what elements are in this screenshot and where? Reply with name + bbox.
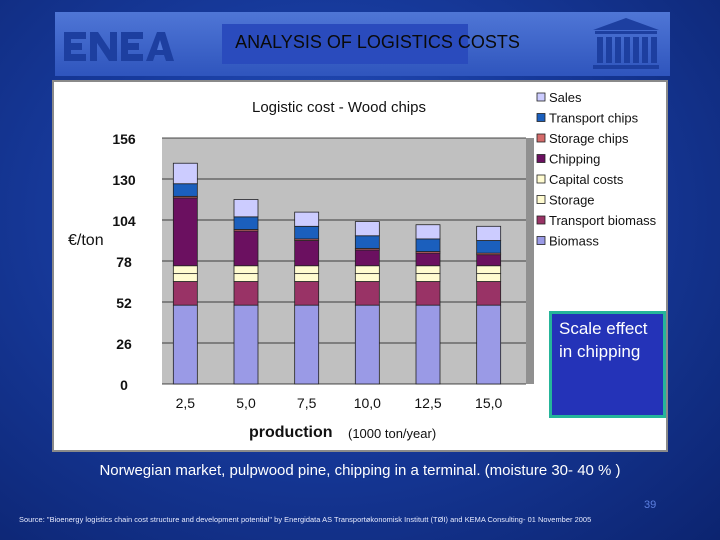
- bar-segment: [172, 273, 198, 282]
- x-tick-label: 10,0: [354, 395, 381, 411]
- bar-segment: [415, 252, 441, 267]
- bar-segment: [476, 265, 502, 275]
- legend-label: Chipping: [549, 152, 600, 167]
- legend-label: Transport biomass: [549, 213, 657, 228]
- legend-swatch: [536, 174, 546, 184]
- y-axis-label: €/ton: [68, 232, 104, 249]
- x-tick-label: 7,5: [297, 395, 317, 411]
- bar-segment: [354, 235, 380, 249]
- legend-swatch: [536, 236, 546, 245]
- bar-segment: [354, 249, 380, 267]
- x-tick-label: 15,0: [475, 395, 502, 411]
- bar-segment: [294, 273, 320, 282]
- legend: Sales Transport chips Storage chips Chippin…: [536, 90, 657, 249]
- bar-segment: [172, 281, 198, 306]
- x-axis-unit: (1000 ton/year): [348, 426, 436, 441]
- bar-segment: [476, 273, 502, 282]
- page-title: ANALYSIS OF LOGISTICS COSTS: [235, 32, 520, 52]
- bar-segment: [415, 304, 441, 385]
- bar-segment: [172, 183, 198, 197]
- x-tick-label: 5,0: [236, 395, 256, 411]
- bar-segment: [294, 225, 320, 240]
- x-tick-label: 2,5: [176, 395, 196, 411]
- y-tick-label: 26: [116, 336, 132, 352]
- legend-label: Storage: [549, 193, 595, 208]
- legend-label: Biomass: [549, 234, 599, 249]
- legend-label: Capital costs: [549, 172, 624, 187]
- bar-segment: [476, 304, 502, 385]
- bar-segment: [415, 281, 441, 306]
- legend-swatch: [536, 92, 546, 102]
- bar-segment: [476, 225, 502, 241]
- bar-segment: [233, 216, 259, 230]
- y-tick-labels: 0 26 52 78 104 130 156: [112, 131, 136, 393]
- chart-title: Logistic cost - Wood chips: [252, 99, 426, 116]
- y-tick-label: 78: [116, 254, 132, 270]
- bar-segment: [233, 281, 259, 306]
- title-highlight: [222, 24, 468, 64]
- bar-segment: [172, 265, 198, 275]
- bar-segment: [233, 273, 259, 282]
- bar-segment: [294, 211, 320, 227]
- bar-segment: [354, 281, 380, 306]
- y-tick-label: 0: [120, 377, 128, 393]
- bar-segment: [476, 281, 502, 306]
- bar-segment: [415, 265, 441, 275]
- x-axis-label: production: [249, 424, 333, 441]
- enea-logo: [62, 30, 174, 70]
- legend-swatch: [536, 215, 546, 225]
- legend-swatch: [536, 154, 546, 163]
- bars: [172, 162, 502, 385]
- bar-segment: [294, 281, 320, 306]
- bar-segment: [354, 273, 380, 282]
- bar-segment: [415, 273, 441, 282]
- bar-segment: [172, 304, 198, 385]
- callout-box: Scale effect in chipping: [549, 311, 666, 418]
- x-tick-label: 12,5: [414, 395, 441, 411]
- plot-area-side: [526, 138, 534, 384]
- bar-segment: [476, 254, 502, 267]
- bar-segment: [476, 240, 502, 254]
- caption: Norwegian market, pulpwood pine, chippin…: [99, 462, 621, 479]
- bar-segment: [233, 199, 259, 218]
- bar-segment: [415, 238, 441, 252]
- y-tick-label: 130: [112, 172, 136, 188]
- gridlines: [162, 137, 526, 385]
- bar-segment: [233, 230, 259, 267]
- bar-segment: [354, 304, 380, 385]
- page-number: 39: [644, 499, 657, 511]
- bar-segment: [415, 224, 441, 240]
- bar-segment: [172, 162, 198, 185]
- bar-segment: [354, 221, 380, 237]
- bar-segment: [294, 304, 320, 385]
- bar-segment: [294, 240, 320, 267]
- legend-label: Storage chips: [549, 131, 629, 146]
- bar-segment: [294, 265, 320, 275]
- enea-logo-mark: [64, 32, 174, 61]
- x-tick-labels: 2,5 5,0 7,5 10,0 12,5 15,0: [176, 395, 503, 411]
- legend-label: Sales: [549, 90, 582, 105]
- y-tick-label: 156: [112, 131, 136, 147]
- bar-segment: [233, 265, 259, 275]
- stacked-bar-chart: 0 26 52 78 104 130 156 2,5 5,0 7,5 10,0 12,5 15,0 L…: [68, 90, 657, 441]
- unesco-logo: [593, 18, 659, 69]
- y-tick-label: 104: [112, 213, 136, 229]
- bar-segment: [233, 304, 259, 385]
- source-note: Source: "Bioenergy logistics chain cost …: [19, 515, 592, 524]
- y-tick-label: 52: [116, 295, 132, 311]
- legend-label: Transport chips: [549, 111, 639, 126]
- legend-swatch: [536, 195, 546, 204]
- bar-segment: [354, 265, 380, 275]
- legend-swatch: [536, 113, 546, 122]
- bar-segment: [172, 197, 198, 267]
- legend-swatch: [536, 133, 546, 143]
